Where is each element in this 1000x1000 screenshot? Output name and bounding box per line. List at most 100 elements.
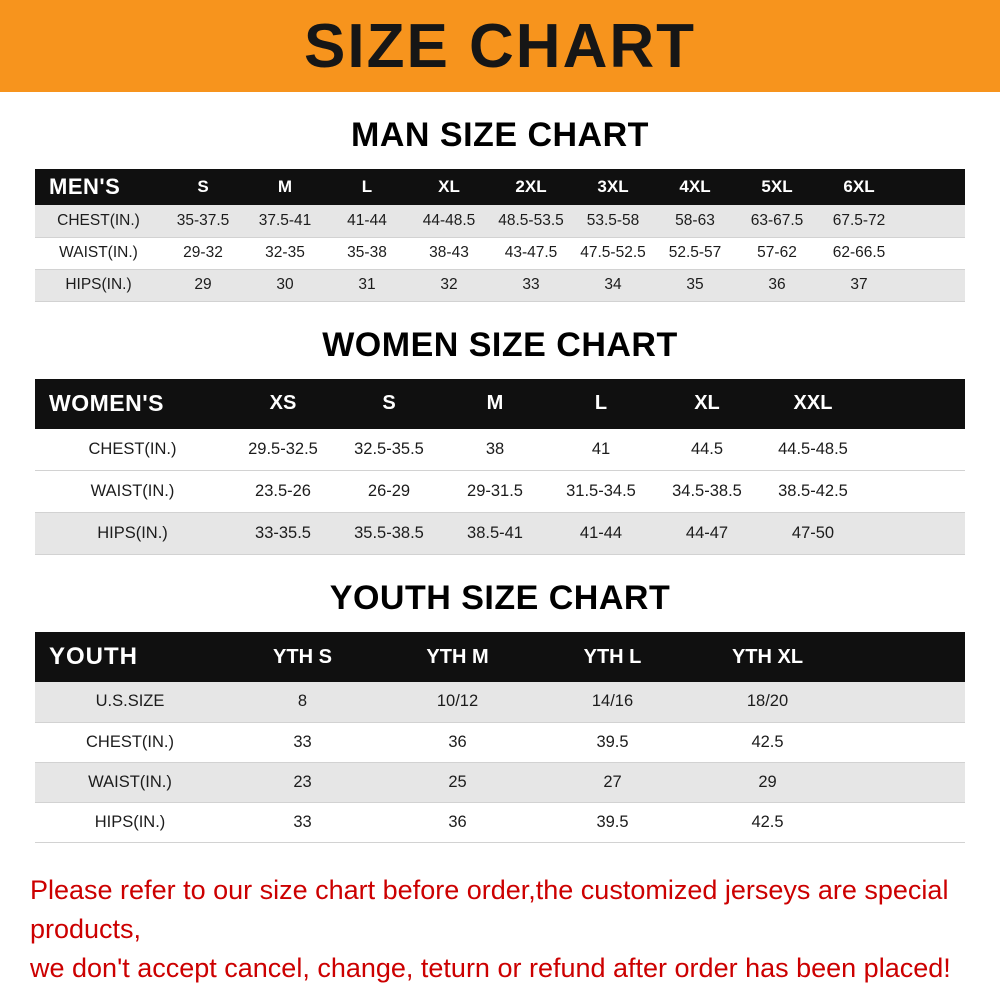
- table-cell: 33: [522, 276, 540, 293]
- women-size-table: WOMEN'S XS S M L XL XXL CHEST(IN.) 29.5-…: [35, 378, 965, 556]
- table-cell: 35.5-38.5: [354, 524, 424, 542]
- table-cell: 42.5: [751, 732, 784, 751]
- column-header: YTH S: [273, 645, 332, 668]
- table-row: WAIST(IN.) 23.5-26 26-29 29-31.5 31.5-34…: [35, 470, 965, 513]
- footer-line-1: Please refer to our size chart before or…: [30, 874, 949, 944]
- youth-size-chart: YOUTH SIZE CHART YOUTH YTH S YTH M YTH L…: [0, 579, 1000, 843]
- table-cell: 8: [297, 692, 308, 711]
- table-cell: 37: [850, 276, 868, 293]
- table-row: HIPS(IN.) 33 36 39.5 42.5: [35, 802, 965, 842]
- table-row: CHEST(IN.) 29.5-32.5 32.5-35.5 38 41 44.…: [35, 428, 965, 471]
- table-row: WAIST(IN.) 29-32 32-35 35-38 38-43 43-47…: [35, 237, 965, 269]
- table-cell: 41: [591, 439, 611, 458]
- table-cell: 29-32: [183, 244, 223, 261]
- table-cell: 48.5-53.5: [498, 211, 564, 229]
- table-cell: 29: [758, 772, 777, 791]
- column-header: 5XL: [761, 177, 793, 196]
- spacer-cell: [845, 802, 965, 842]
- table-cell: 31: [358, 276, 376, 293]
- table-cell: 47-50: [791, 524, 835, 542]
- spacer-cell: [845, 762, 965, 802]
- table-row: CHEST(IN.) 35-37.5 37.5-41 41-44 44-48.5…: [35, 205, 965, 237]
- table-row: CHEST(IN.) 33 36 39.5 42.5: [35, 722, 965, 762]
- table-cell: 43-47.5: [504, 244, 558, 261]
- men-size-chart: MAN SIZE CHART MEN'S S M L XL 2XL 3XL 4X…: [0, 116, 1000, 302]
- table-cell: 29.5-32.5: [248, 439, 318, 458]
- table-cell: 44-47: [685, 524, 729, 542]
- column-header: 2XL: [515, 177, 547, 196]
- footer-note: Please refer to our size chart before or…: [30, 871, 970, 988]
- table-cell: 36: [448, 812, 467, 831]
- spacer-cell: [845, 722, 965, 762]
- table-cell: 58-63: [675, 211, 715, 229]
- table-row: U.S.SIZE 8 10/12 14/16 18/20: [35, 682, 965, 722]
- men-table-wrap: MEN'S S M L XL 2XL 3XL 4XL 5XL 6XL CHEST…: [35, 169, 965, 302]
- youth-size-table: YOUTH YTH S YTH M YTH L YTH XL U.S.SIZE …: [35, 632, 965, 843]
- men-section-heading: MAN SIZE CHART: [351, 116, 649, 154]
- row-label: CHEST(IN.): [57, 211, 140, 229]
- youth-table-wrap: YOUTH YTH S YTH M YTH L YTH XL U.S.SIZE …: [35, 632, 965, 843]
- table-cell: 35-37.5: [176, 211, 230, 229]
- table-cell: 32-35: [265, 244, 305, 261]
- size-chart-banner: SIZE CHART: [0, 0, 1000, 92]
- table-cell: 67.5-72: [832, 211, 886, 229]
- table-cell: 33: [293, 732, 312, 751]
- table-cell: 23: [293, 772, 312, 791]
- row-label: WAIST(IN.): [90, 482, 175, 500]
- table-cell: 35: [686, 276, 704, 293]
- table-cell: 33: [293, 812, 312, 831]
- row-label: HIPS(IN.): [65, 276, 132, 293]
- row-label: WAIST(IN.): [59, 244, 138, 261]
- row-label: HIPS(IN.): [97, 524, 168, 542]
- column-header: YTH M: [426, 645, 489, 668]
- table-cell: 30: [276, 276, 294, 293]
- spacer-cell: [866, 429, 965, 471]
- table-cell: 35-38: [347, 244, 387, 261]
- table-cell: 23.5-26: [255, 482, 311, 500]
- footer-line-2: we don't accept cancel, change, teturn o…: [30, 952, 951, 983]
- column-header: 3XL: [597, 177, 629, 196]
- table-cell: 63-67.5: [750, 211, 804, 229]
- table-cell: 44-48.5: [422, 211, 476, 229]
- table-cell: 38: [485, 439, 505, 458]
- table-cell: 37.5-41: [258, 211, 312, 229]
- column-header: 6XL: [843, 177, 875, 196]
- spacer-cell: [845, 682, 965, 722]
- table-cell: 34: [604, 276, 622, 293]
- table-cell: 39.5: [596, 812, 629, 831]
- column-header: XL: [438, 177, 460, 196]
- table-row: HIPS(IN.) 29 30 31 32 33 34 35 36 37: [35, 269, 965, 301]
- men-size-table: MEN'S S M L XL 2XL 3XL 4XL 5XL 6XL CHEST…: [35, 169, 965, 302]
- table-cell: 41-44: [347, 211, 387, 229]
- youth-section-heading: YOUTH SIZE CHART: [329, 579, 671, 617]
- column-header: M: [277, 177, 293, 196]
- table-cell: 10/12: [436, 692, 479, 711]
- women-size-chart: WOMEN SIZE CHART WOMEN'S XS S M L XL XXL: [0, 326, 1000, 556]
- table-cell: 39.5: [596, 732, 629, 751]
- table-cell: 31.5-34.5: [566, 482, 636, 500]
- table-cell: 34.5-38.5: [672, 482, 742, 500]
- column-header: M: [486, 392, 504, 414]
- column-header: L: [361, 177, 373, 196]
- youth-corner-label: YOUTH: [49, 643, 138, 670]
- table-cell: 18/20: [746, 692, 789, 711]
- column-header: XL: [694, 392, 720, 414]
- table-cell: 32: [440, 276, 458, 293]
- spacer-cell: [866, 379, 965, 429]
- row-label: WAIST(IN.): [88, 772, 172, 791]
- row-label: U.S.SIZE: [95, 692, 165, 711]
- women-table-wrap: WOMEN'S XS S M L XL XXL CHEST(IN.) 29.5-…: [35, 378, 965, 556]
- table-cell: 52.5-57: [668, 244, 722, 261]
- column-header: 4XL: [679, 177, 711, 196]
- women-section-heading: WOMEN SIZE CHART: [322, 325, 678, 364]
- spacer-cell: [866, 513, 965, 555]
- spacer-cell: [845, 632, 965, 682]
- column-header: S: [382, 392, 396, 414]
- table-cell: 41-44: [579, 524, 623, 542]
- men-header-row: MEN'S S M L XL 2XL 3XL 4XL 5XL 6XL: [35, 169, 965, 205]
- table-cell: 38.5-41: [467, 524, 523, 542]
- column-header: YTH XL: [731, 645, 804, 668]
- youth-header-row: YOUTH YTH S YTH M YTH L YTH XL: [35, 632, 965, 682]
- column-header: S: [197, 177, 209, 196]
- table-cell: 44.5-48.5: [778, 439, 848, 458]
